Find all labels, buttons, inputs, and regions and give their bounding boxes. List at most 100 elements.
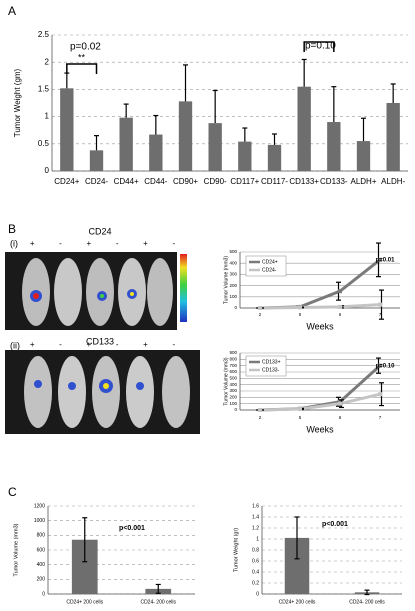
y-tick-label: 100	[229, 294, 237, 299]
x-tick-label: CD44-	[144, 177, 167, 186]
y-tick-label: 200	[229, 395, 237, 400]
x-tick-label: CD24-	[85, 177, 108, 186]
sign-label: -	[172, 239, 175, 248]
x-tick-label: CD24+ 200 cells	[66, 599, 103, 605]
annotation: p<0.001	[322, 521, 348, 528]
marker	[258, 408, 262, 412]
bar	[238, 141, 252, 171]
marker	[378, 363, 382, 368]
y-tick-label: 0	[42, 591, 45, 597]
bar	[89, 150, 104, 171]
x-tick-label: 7	[379, 415, 382, 420]
y-tick-label: 500	[229, 376, 237, 381]
marker	[338, 304, 342, 309]
sign-label: -	[116, 239, 119, 248]
x-tick-label: 7	[379, 312, 382, 317]
series-line	[259, 303, 381, 310]
bar	[149, 134, 163, 171]
y-tick-label: 1.4	[252, 514, 259, 520]
sign-label: -	[172, 340, 175, 349]
y-tick-label: 0.2	[252, 580, 259, 586]
x-tick-label: 6	[339, 415, 342, 420]
y-tick-label: 1.6	[252, 503, 259, 509]
y-tick-label: 200	[229, 283, 237, 288]
marker	[378, 392, 382, 397]
annotation: **	[78, 52, 86, 62]
sign-label: -	[59, 340, 62, 349]
x-axis-label: Weeks	[306, 424, 334, 434]
annotation: p=0.02	[70, 42, 101, 53]
bar	[267, 144, 282, 171]
marker	[258, 306, 262, 310]
marker	[298, 305, 302, 310]
panel-label: B	[8, 222, 16, 236]
y-tick-label: 0	[234, 407, 237, 412]
sign-label: +	[86, 340, 91, 349]
legend-label: CD24-	[262, 267, 277, 273]
panel-label: A	[8, 4, 16, 18]
marker	[298, 407, 302, 412]
sign-label: +	[30, 239, 35, 248]
panel-label: C	[8, 485, 17, 499]
y-tick-label: 0.8	[252, 547, 259, 553]
bar	[386, 103, 400, 171]
series-line	[259, 392, 381, 412]
legend-label: CD133-	[262, 367, 280, 373]
x-axis-label: Weeks	[306, 321, 334, 331]
y-tick-label: 100	[229, 401, 237, 406]
x-tick-label: CD24+ 200 cells	[279, 599, 316, 605]
x-tick-label: CD24- 200 cells	[349, 599, 385, 605]
sub-label: (ii)	[10, 340, 20, 350]
y-tick-label: 400	[229, 382, 237, 387]
marker	[378, 302, 382, 307]
y-tick-label: 700	[229, 363, 237, 368]
y-tick-label: 0.4	[252, 569, 259, 575]
sign-label: +	[143, 340, 148, 349]
y-tick-label: 400	[37, 562, 46, 568]
bar	[208, 123, 222, 171]
y-tick-label: 0.6	[252, 558, 259, 564]
y-tick-label: 800	[229, 357, 237, 362]
image-title: CD24	[88, 226, 111, 236]
x-tick-label: CD44+	[114, 177, 139, 186]
x-tick-label: CD133+	[289, 177, 319, 186]
y-tick-label: 1200	[34, 503, 45, 509]
y-tick-label: 300	[229, 272, 237, 277]
annotation: p<0.001	[119, 525, 145, 532]
sign-label: +	[143, 239, 148, 248]
bar	[327, 122, 341, 171]
annotation: p=0.01	[376, 258, 396, 264]
annotation: p=0.10	[305, 41, 336, 52]
x-tick-label: 5	[299, 312, 302, 317]
y-tick-label: 600	[229, 369, 237, 374]
x-tick-label: 2	[259, 415, 262, 420]
bar	[178, 101, 193, 171]
y-axis-label: Tumor Volume (mm3)	[223, 357, 229, 405]
y-axis-label: Tumor Weight (gm)	[13, 68, 22, 137]
significance-bracket	[303, 41, 335, 52]
y-tick-label: 2	[45, 57, 50, 66]
bar	[60, 88, 74, 171]
sign-label: -	[116, 340, 119, 349]
y-tick-label: 1.2	[252, 525, 259, 531]
bar	[119, 117, 133, 171]
x-tick-label: CD133-	[320, 177, 348, 186]
marker	[338, 289, 342, 294]
x-tick-label: ALDH-	[381, 177, 405, 186]
sign-label: -	[59, 239, 62, 248]
y-tick-label: 1000	[34, 518, 45, 524]
y-tick-label: 300	[229, 388, 237, 393]
sub-label: (i)	[10, 238, 18, 248]
y-tick-label: 200	[37, 577, 46, 583]
image-title: CD133	[86, 336, 114, 346]
y-tick-label: 0	[234, 305, 237, 310]
y-tick-label: 800	[37, 533, 46, 539]
y-tick-label: 1	[45, 112, 50, 121]
significance-bracket	[66, 63, 98, 74]
sign-label: +	[86, 239, 91, 248]
photo	[5, 350, 200, 434]
x-tick-label: ALDH+	[350, 177, 376, 186]
y-tick-label: 0	[45, 166, 50, 175]
